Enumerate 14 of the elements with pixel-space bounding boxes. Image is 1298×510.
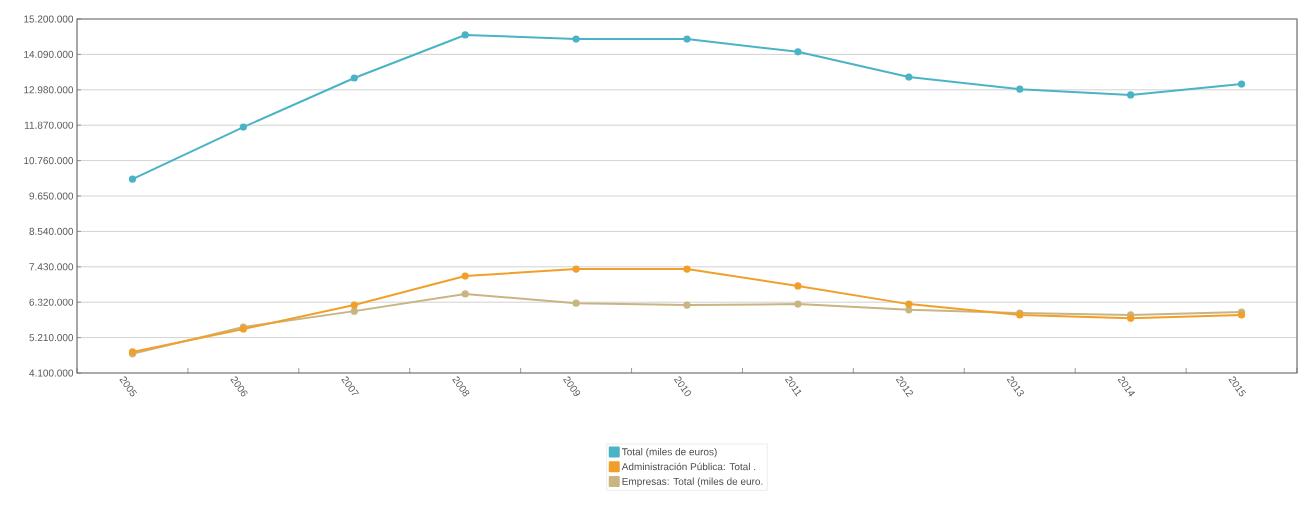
legend-label: Empresas: Total (miles de euro. xyxy=(622,477,763,487)
legend-label: Administración Pública: Total . xyxy=(621,462,756,471)
y-tick-label: 14.090.000 xyxy=(24,50,74,58)
y-tick-label: 4.100.000 xyxy=(29,369,74,377)
y-tick-label: 5.210.000 xyxy=(29,334,74,342)
legend-label: Total (miles de euros) xyxy=(621,448,717,458)
y-tick-label: 11.870.000 xyxy=(24,121,74,129)
y-tick-label: 12.980.000 xyxy=(24,86,74,94)
y-tick-label: 7.430.000 xyxy=(29,263,74,271)
y-tick-label: 10.760.000 xyxy=(24,157,74,165)
y-tick-label: 8.540.000 xyxy=(29,227,74,235)
y-tick-label: 15.200.000 xyxy=(24,15,74,23)
y-tick-label: 6.320.000 xyxy=(29,298,74,306)
y-tick-label: 9.650.000 xyxy=(29,192,74,200)
